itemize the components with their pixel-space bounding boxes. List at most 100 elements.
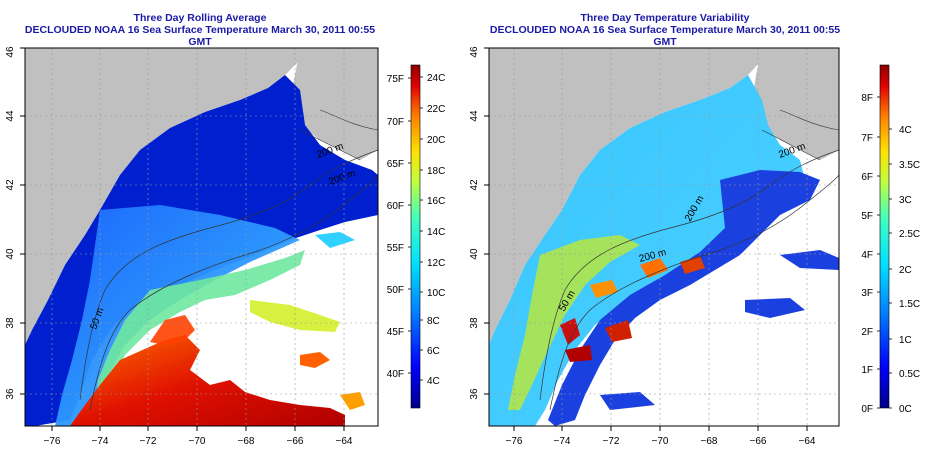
panel1-title-line2: DECLOUDED NOAA 16 Sea Surface Temperatur…: [24, 24, 376, 48]
panel2-title: Three Day Temperature Variability DECLOU…: [480, 12, 850, 48]
panel1-x-tick: −72: [140, 436, 157, 447]
panel1-y-tick: 42: [5, 179, 16, 191]
panel1-y-tick: 40: [5, 248, 16, 260]
panel2-colorbar-f-label: 1F: [861, 365, 873, 376]
panel1-colorbar-c-label: 24C: [427, 73, 445, 84]
panel2-high-variability: [640, 258, 668, 278]
panel2-offshore-patch: [780, 250, 839, 270]
panel2-x-tick: −74: [554, 436, 571, 447]
panel1-colorbar-f-label: 60F: [387, 201, 404, 212]
panel2-colorbar-f-label: 3F: [861, 288, 873, 299]
panel2-high-variability: [565, 345, 592, 362]
panel1-colorbar-f-label: 65F: [387, 159, 404, 170]
panel1-map: 200 m 200 m 50 m: [25, 48, 378, 426]
panel1-warm-patch: [300, 352, 330, 368]
panel2-land: [489, 48, 770, 345]
panel2-contour-200m: [549, 174, 839, 411]
panel2-x-tick: −70: [652, 436, 669, 447]
panel1-colorbar-c-label: 14C: [427, 227, 445, 238]
panel1-warm-patch: [340, 392, 365, 410]
panel1-x-tick: −76: [44, 436, 61, 447]
panel1-x-tick: −64: [336, 436, 353, 447]
panel1-x-axis: [51, 426, 345, 431]
panel2-y-tick: 42: [469, 179, 480, 191]
panel1-colorbar-f-label: 55F: [387, 243, 404, 254]
panel2-title-line1: Three Day Temperature Variability: [580, 12, 750, 24]
panel1-grid: [25, 48, 378, 426]
panel2-high-variability: [605, 320, 632, 342]
panel2-y-axis: [484, 47, 489, 395]
panel2-colorbar-c-label: 3.5C: [899, 160, 920, 171]
panel2-colorbar-f-label: 6F: [861, 172, 873, 183]
panel2-x-tick: −66: [750, 436, 767, 447]
panel2-y-tick: 38: [469, 317, 480, 329]
panel1-x-tick: −68: [238, 436, 255, 447]
panel1-colorbar-c-label: 12C: [427, 258, 445, 269]
panel1-cyan-patch: [315, 232, 355, 248]
panel2-y-tick: 36: [469, 388, 480, 400]
panel2-title-line2: DECLOUDED NOAA 16 Sea Surface Temperatur…: [489, 24, 841, 48]
panel1-x-tick: −74: [92, 436, 109, 447]
panel2-high-variability: [680, 256, 705, 274]
panel1-x-tick: −66: [287, 436, 304, 447]
panel2-y-tick: 46: [469, 46, 480, 58]
panel2-contour-ne: [761, 109, 839, 161]
panel1-title: Three Day Rolling Average DECLOUDED NOAA…: [20, 12, 380, 48]
panel2-colorbar-f-label: 2F: [861, 327, 873, 338]
panel2-grid: [489, 48, 839, 426]
panel1-contour-ne: [299, 109, 378, 161]
panel2-colorbar-c-label: 2C: [899, 265, 912, 276]
panel2-colorbar-f-label: 4F: [861, 250, 873, 261]
panel1-gulf-stream: [70, 335, 345, 426]
panel1-y-tick: 46: [5, 46, 16, 58]
panel1-yellow-patch: [250, 300, 340, 332]
panel1-shelf-water: [55, 205, 300, 426]
panel2-contour-50m: [539, 149, 839, 401]
panel2-x-tick: −76: [506, 436, 523, 447]
panel2-offshore-patch: [600, 392, 655, 410]
panel1-colorbar-c-label: 6C: [427, 346, 440, 357]
panel1-colorbar-c-label: 4C: [427, 376, 440, 387]
panel2-offshore-patch: [745, 298, 805, 318]
panel1-colorbar-c-label: 20C: [427, 135, 445, 146]
panel2-colorbar-c-label: 0.5C: [899, 369, 920, 380]
panel1-x-tick: −70: [189, 436, 206, 447]
panel1-colorbar-f-label: 50F: [387, 285, 404, 296]
panel2-x-tick: −68: [701, 436, 718, 447]
panel1-colorbar-f-label: 70F: [387, 117, 404, 128]
panel1-frame: [24, 47, 379, 427]
panel2-y-tick: 40: [469, 248, 480, 260]
panel1-colorbar-c-label: 18C: [427, 166, 445, 177]
panel1-y-tick: 44: [5, 110, 16, 122]
panel1-colorbar-f-label: 40F: [387, 369, 404, 380]
panel2-colorbar-c-label: 2.5C: [899, 229, 920, 240]
panel2-high-variability: [560, 318, 580, 345]
panel2-colorbar-c-label: 0C: [899, 404, 912, 415]
panel2-low-variability: [548, 170, 820, 426]
panel1-colorbar-c-label: 16C: [427, 196, 445, 207]
panel1-y-tick: 38: [5, 317, 16, 329]
panel1-colorbar-c-label: 22C: [427, 104, 445, 115]
panel2-colorbar-c-label: 1C: [899, 335, 912, 346]
panel1-y-axis: [20, 47, 25, 395]
panel2-colorbar-f-label: 7F: [861, 133, 873, 144]
panel2-y-tick: 44: [469, 110, 480, 122]
panel2-frame: [488, 47, 840, 427]
panel2-x-axis: [513, 426, 808, 431]
panel2-colorbar-c-label: 3C: [899, 195, 912, 206]
panel1-colorbar: [410, 64, 421, 409]
panel1-land: [25, 48, 310, 345]
panel1-land-ne: [290, 48, 378, 160]
panel2-colorbar-c-label: 4C: [899, 125, 912, 136]
panel2-colorbar-left-ticks: [877, 96, 880, 409]
panel2-colorbar-f-label: 5F: [861, 211, 873, 222]
panel1-title-line1: Three Day Rolling Average: [133, 12, 267, 24]
panel2-colorbar-c-label: 1.5C: [899, 299, 920, 310]
panel2-colorbar-right-ticks: [889, 128, 892, 409]
panel2-colorbar: [879, 64, 890, 409]
panel2-x-tick: −72: [603, 436, 620, 447]
panel1-colorbar-left-ticks: [408, 77, 411, 374]
panel2-colorbar-f-label: 8F: [861, 93, 873, 104]
panel1-warm-eddy: [150, 315, 195, 345]
